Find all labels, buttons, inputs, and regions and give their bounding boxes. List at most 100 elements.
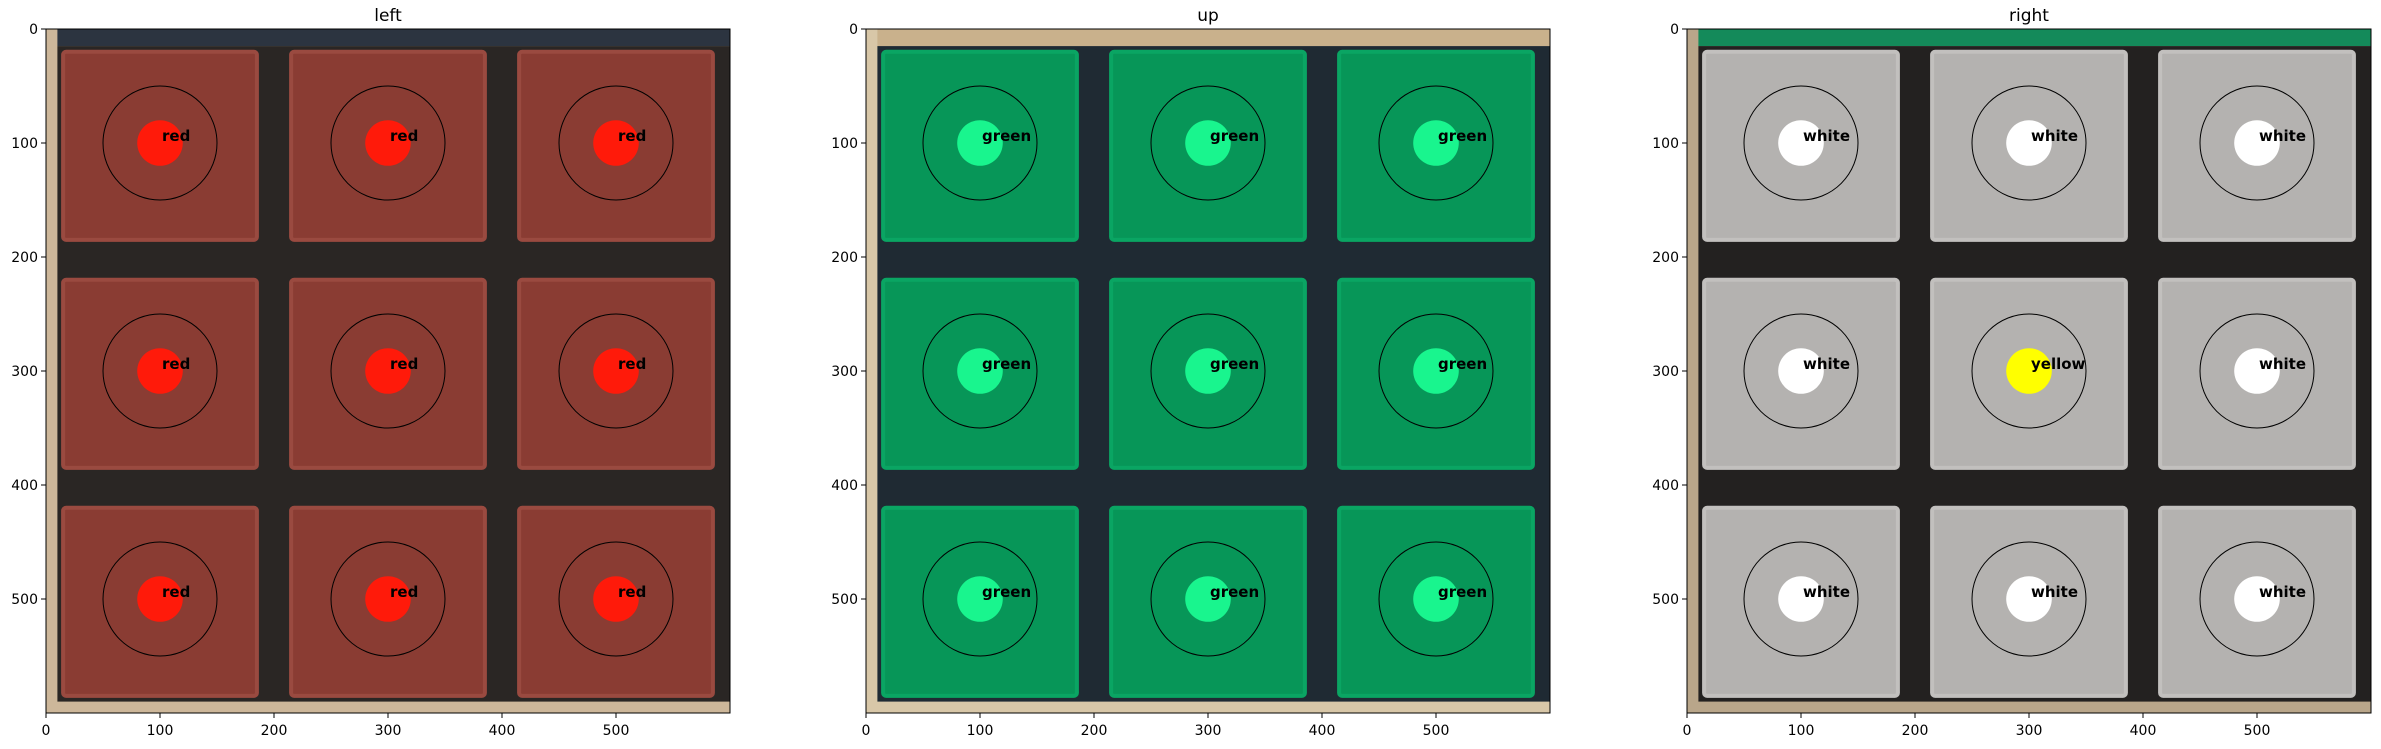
x-tick-label: 0	[1683, 723, 1692, 739]
y-tick-label: 400	[11, 478, 38, 494]
x-tick-label: 300	[375, 723, 402, 739]
sample-circle	[102, 541, 218, 657]
sample-circle	[1743, 85, 1859, 201]
sticker-point	[957, 348, 1003, 394]
y-tick-label: 200	[11, 250, 38, 266]
sample-circle	[1743, 313, 1859, 429]
y-tick-label: 0	[1670, 22, 1679, 38]
sample-circle	[1971, 85, 2087, 201]
sticker-label: white	[2259, 583, 2306, 601]
sticker-point	[2234, 576, 2280, 622]
panel-right: white white white white yellow white white whit…	[1652, 6, 2372, 739]
y-tick-label: 300	[1652, 364, 1679, 380]
sticker-label: red	[618, 127, 646, 145]
sticker-point	[1185, 120, 1231, 166]
sticker-label: red	[390, 583, 418, 601]
sticker-point	[957, 120, 1003, 166]
sample-circle	[2199, 313, 2315, 429]
x-tick-label: 300	[1195, 723, 1222, 739]
y-tick-label: 0	[29, 22, 38, 38]
sticker-label: red	[390, 355, 418, 373]
sticker-label: white	[1803, 127, 1850, 145]
sticker-point	[593, 576, 639, 622]
sticker-label: green	[1438, 583, 1487, 601]
sticker-label: green	[1438, 127, 1487, 145]
sample-circle	[1743, 541, 1859, 657]
sample-circle	[330, 313, 446, 429]
y-tick-label: 100	[11, 136, 38, 152]
x-tick-label: 400	[2130, 723, 2157, 739]
sample-circle	[1150, 85, 1266, 201]
sample-circle	[558, 313, 674, 429]
sticker-label: green	[982, 355, 1031, 373]
sample-circle	[330, 541, 446, 657]
panel-left: red red red red red red red red red 0 100 200 300 400…	[11, 6, 731, 739]
face-top-band	[1698, 29, 2371, 47]
x-tick-label: 400	[1309, 723, 1336, 739]
sticker-point	[1413, 348, 1459, 394]
sample-circle	[330, 85, 446, 201]
face-top-band	[877, 29, 1550, 47]
sticker-point	[1778, 348, 1824, 394]
sample-circle	[1971, 313, 2087, 429]
sample-circle	[2199, 85, 2315, 201]
sticker-point	[2006, 120, 2052, 166]
sticker-point	[2006, 576, 2052, 622]
x-tick-label: 200	[1902, 723, 1929, 739]
sticker-label: green	[982, 127, 1031, 145]
y-tick-label: 0	[849, 22, 858, 38]
sticker-point	[365, 348, 411, 394]
sticker-label: white	[1803, 355, 1850, 373]
sticker-point	[1185, 348, 1231, 394]
sticker-point	[137, 348, 183, 394]
sticker-point	[1413, 120, 1459, 166]
sticker-point	[593, 348, 639, 394]
sticker-label: green	[982, 583, 1031, 601]
sticker-point	[137, 576, 183, 622]
panel-title: up	[1197, 6, 1219, 26]
sticker-label: white	[2031, 583, 2078, 601]
sticker-point	[957, 576, 1003, 622]
sample-circle	[102, 313, 218, 429]
sample-circle	[2199, 541, 2315, 657]
sticker-point	[593, 120, 639, 166]
sample-circle	[1378, 313, 1494, 429]
sticker-point	[1185, 576, 1231, 622]
x-tick-label: 500	[1423, 723, 1450, 739]
x-tick-label: 0	[862, 723, 871, 739]
y-tick-label: 500	[831, 592, 858, 608]
sticker-label: green	[1210, 583, 1259, 601]
x-tick-label: 100	[147, 723, 174, 739]
x-tick-label: 200	[1081, 723, 1108, 739]
y-tick-label: 300	[11, 364, 38, 380]
sticker-label: white	[1803, 583, 1850, 601]
sticker-label: red	[618, 583, 646, 601]
sample-circle	[1150, 541, 1266, 657]
x-tick-label: 500	[2244, 723, 2271, 739]
sticker-label: red	[162, 583, 190, 601]
sticker-point	[2006, 348, 2052, 394]
sample-circle	[1971, 541, 2087, 657]
sticker-point	[137, 120, 183, 166]
x-tick-label: 400	[489, 723, 516, 739]
sticker-point	[365, 120, 411, 166]
y-tick-label: 100	[1652, 136, 1679, 152]
x-tick-label: 500	[603, 723, 630, 739]
sample-circle	[558, 85, 674, 201]
y-tick-label: 200	[1652, 250, 1679, 266]
sticker-point	[1778, 120, 1824, 166]
sample-circle	[1378, 85, 1494, 201]
sticker-label: green	[1210, 127, 1259, 145]
face-top-band	[57, 29, 730, 47]
x-tick-label: 100	[1788, 723, 1815, 739]
sticker-point	[2234, 348, 2280, 394]
sticker-label: yellow	[2031, 355, 2086, 373]
panel-title: right	[2009, 6, 2049, 26]
sample-circle	[1378, 541, 1494, 657]
x-tick-label: 200	[261, 723, 288, 739]
y-tick-label: 100	[831, 136, 858, 152]
x-tick-label: 0	[42, 723, 51, 739]
panel-up: green green green green green green green green…	[831, 6, 1551, 739]
sample-circle	[102, 85, 218, 201]
